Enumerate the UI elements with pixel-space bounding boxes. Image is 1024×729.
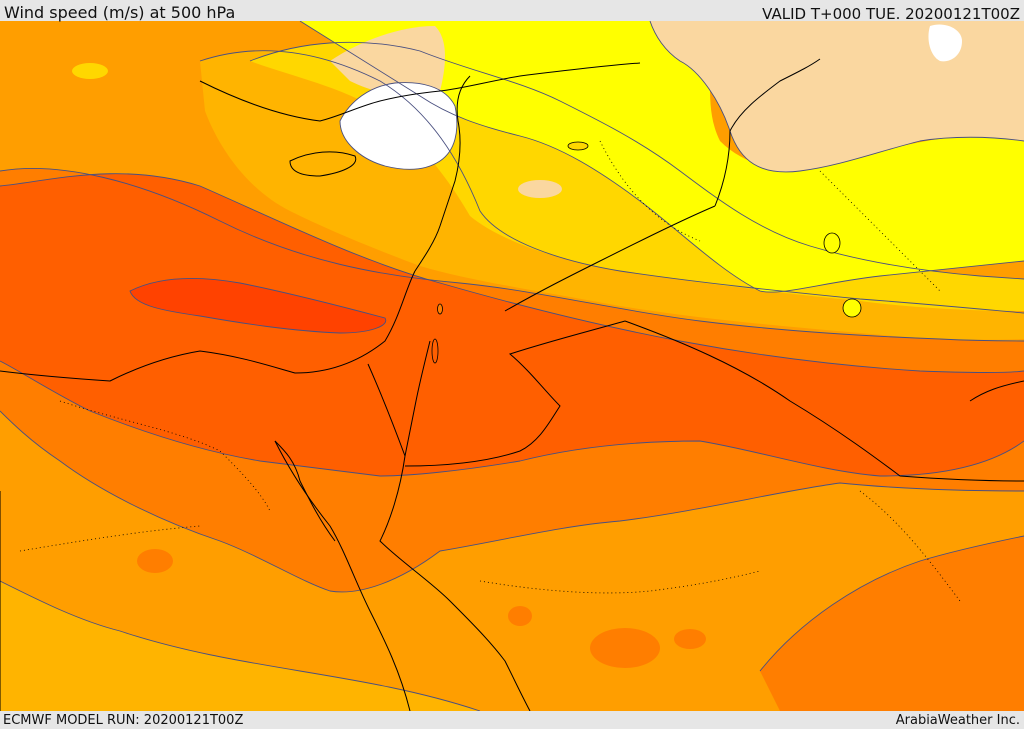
contour-line-4 [0, 410, 1024, 593]
wind-field-darkorange-se [760, 536, 1024, 711]
coastline-red-sea-east [379, 455, 531, 711]
lake-galilee [437, 303, 443, 315]
border-iraq-saudi [624, 320, 1024, 482]
border-sinai [367, 363, 406, 457]
wind-field-patch-2 [590, 628, 660, 668]
wind-speed-map [0, 21, 1024, 711]
admin-boundary-4 [819, 170, 941, 292]
header-bar [0, 0, 1024, 22]
coastline-gulf-aqaba [404, 340, 431, 457]
wind-field-tan-north [330, 26, 445, 97]
coastline-persian-gulf [969, 380, 1024, 402]
contour-line-1 [0, 168, 1024, 342]
border-iran-iraq [714, 58, 821, 207]
map-title: Wind speed (m/s) at 500 hPa [4, 3, 236, 22]
contour-line-3 [0, 360, 1024, 477]
lake-assad [567, 141, 589, 151]
wind-field-patch-6 [518, 180, 562, 198]
contour-line-6 [199, 50, 1024, 314]
wind-field-patch-5 [72, 63, 108, 79]
contour-line-12 [339, 82, 458, 170]
credit-label: ArabiaWeather Inc. [895, 713, 1020, 728]
border-syria-iraq [504, 205, 716, 312]
lakes [431, 141, 862, 364]
coastline-red-sea-west [274, 440, 411, 711]
wind-field-patch-1 [137, 549, 173, 573]
wind-field-amber-sw [0, 581, 480, 711]
contour-line-8 [299, 21, 1024, 293]
contour-line-9 [649, 21, 1024, 173]
wind-field-redorange-band [0, 173, 1024, 476]
contour-line-10 [0, 580, 481, 711]
contour-line-2 [0, 173, 1024, 373]
admin-boundary-5 [19, 525, 201, 552]
coastline-north-africa [0, 270, 416, 382]
footer-bar [0, 711, 1024, 729]
wind-field-jet-core [130, 278, 386, 333]
coastline-anatolia [199, 62, 641, 122]
valid-time: VALID T+000 TUE. 20200121T00Z [762, 5, 1020, 23]
model-run-label: ECMWF MODEL RUN: 20200121T00Z [3, 713, 244, 728]
wind-field-patch-4 [508, 606, 532, 626]
wind-field-calm-speck [928, 24, 962, 62]
wind-field-tan-ne [650, 21, 1024, 172]
coastline-gulf-suez [274, 440, 336, 542]
coastline-levant [414, 75, 471, 272]
admin-boundaries [19, 140, 961, 602]
coastlines [0, 58, 1024, 711]
contour-lines [0, 21, 1024, 711]
border-jordan-saudi [404, 320, 626, 467]
contour-line-7 [249, 41, 1024, 280]
wind-field-patch-3 [674, 629, 706, 649]
lake-tharthar [842, 298, 862, 318]
lake-dead-sea [431, 338, 439, 364]
wind-field-yellow [300, 21, 1024, 293]
contour-line-5 [129, 278, 387, 334]
coastline-cyprus [289, 151, 357, 177]
contour-line-11 [759, 535, 1024, 672]
lake-razazza [823, 232, 841, 254]
